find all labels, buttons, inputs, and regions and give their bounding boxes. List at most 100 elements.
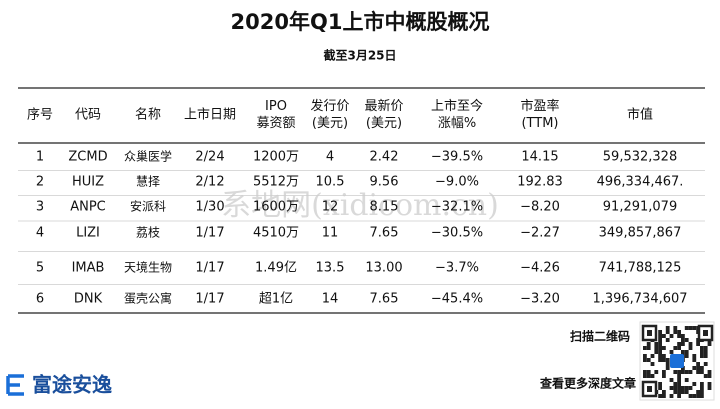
- cell: 11: [322, 226, 339, 241]
- cell: 14.15: [521, 150, 558, 165]
- cell: 741,788,125: [599, 261, 682, 276]
- cell: 1200万: [253, 150, 299, 165]
- qr-cell: [665, 358, 670, 362]
- cell: ANPC: [70, 200, 106, 215]
- qr-cell: [700, 366, 704, 370]
- cell: 5: [36, 261, 44, 276]
- cell: 6: [36, 292, 44, 307]
- qr-cell: [688, 326, 693, 330]
- qr-cell: [646, 342, 651, 346]
- qr-cell: [684, 390, 689, 394]
- column-header: 名称: [135, 107, 161, 123]
- cell: LIZI: [76, 226, 100, 241]
- cell: 4: [36, 226, 44, 241]
- cell: 安派科: [130, 199, 166, 214]
- column-header: 发行价: [310, 98, 349, 114]
- qr-cell: [673, 370, 678, 374]
- cell: 1,396,734,607: [592, 292, 687, 307]
- column-header: (美元): [366, 116, 402, 131]
- qr-code: [639, 321, 715, 401]
- qr-cell: [662, 374, 666, 378]
- cell: 13.00: [365, 261, 402, 276]
- qr-cell: [677, 334, 681, 338]
- qr-cell: [700, 354, 704, 358]
- cell: 1: [36, 150, 44, 165]
- cell: 496,334,467.: [597, 175, 684, 190]
- cell: 10.5: [316, 175, 345, 190]
- qr-cell: [703, 346, 708, 350]
- qr-cell: [684, 354, 689, 358]
- qr-cell: [700, 370, 704, 374]
- qr-cell: [658, 394, 662, 398]
- cell: −32.1%: [431, 200, 483, 215]
- qr-cell: [654, 346, 659, 350]
- cell: 3: [36, 200, 44, 215]
- cell: −45.4%: [431, 292, 483, 307]
- title: 2020年Q1上市中概股概况: [231, 10, 490, 34]
- qr-cell: [688, 394, 693, 398]
- qr-cell: [658, 330, 662, 334]
- qr-cell: [707, 382, 712, 386]
- qr-cell: [665, 326, 670, 330]
- qr-cell: [654, 370, 659, 374]
- cell: 5512万: [253, 175, 299, 190]
- qr-cell: [665, 330, 670, 334]
- qr-cell: [662, 370, 666, 374]
- cell: 2/12: [195, 175, 224, 190]
- qr-cell: [658, 338, 662, 342]
- qr-cell: [700, 350, 704, 354]
- qr-cell: [646, 370, 651, 374]
- cell: 9.56: [370, 175, 399, 190]
- column-header: IPO: [265, 99, 287, 114]
- cell: −4.26: [520, 261, 560, 276]
- qr-cell: [677, 378, 681, 382]
- qr-cell: [643, 370, 647, 374]
- qr-cell: [688, 346, 693, 350]
- qr-cell: [658, 346, 662, 350]
- qr-cell: [692, 394, 697, 398]
- qr-cell: [677, 386, 681, 390]
- cell: 1/17: [195, 261, 224, 276]
- qr-cell: [692, 366, 697, 370]
- qr-cell: [658, 382, 662, 386]
- cell: 349,857,867: [599, 226, 682, 241]
- cell: 2/24: [195, 150, 224, 165]
- qr-cell: [665, 338, 670, 342]
- qr-logo: [670, 354, 684, 368]
- cell: 超1亿: [259, 292, 293, 307]
- qr-cell: [684, 370, 689, 374]
- qr-cell: [662, 390, 666, 394]
- qr-cell: [654, 350, 659, 354]
- qr-cell: [673, 346, 678, 350]
- qr-cell: [669, 334, 674, 338]
- qr-caption: 扫描二维码: [570, 329, 630, 344]
- cell: −39.5%: [431, 150, 483, 165]
- cell: 1600万: [253, 200, 299, 215]
- qr-cell: [692, 326, 697, 330]
- qr-cell: [707, 374, 712, 378]
- brand-logo: 富途安逸: [6, 373, 112, 397]
- column-header: (美元): [312, 116, 348, 131]
- cell: 7.65: [370, 226, 399, 241]
- cell: HUIZ: [72, 175, 104, 190]
- qr-cell: [692, 354, 697, 358]
- qr-cell: [662, 346, 666, 350]
- qr-cell: [643, 346, 647, 350]
- qr-cell: [677, 342, 681, 346]
- qr-cell: [658, 386, 662, 390]
- qr-cell: [658, 350, 662, 354]
- qr-cell: [643, 374, 647, 378]
- qr-cell: [700, 394, 704, 398]
- qr-cell: [650, 362, 655, 366]
- cell: 2: [36, 175, 44, 190]
- qr-cell: [669, 350, 674, 354]
- cell: 8.15: [370, 200, 399, 215]
- qr-cell: [646, 346, 651, 350]
- qr-cell: [703, 350, 708, 354]
- qr-cell: [700, 390, 704, 394]
- cell: DNK: [74, 292, 103, 307]
- qr-cell: [643, 354, 647, 358]
- qr-cell: [696, 390, 700, 394]
- watermark: 系地网(xidicom.cn): [221, 188, 499, 223]
